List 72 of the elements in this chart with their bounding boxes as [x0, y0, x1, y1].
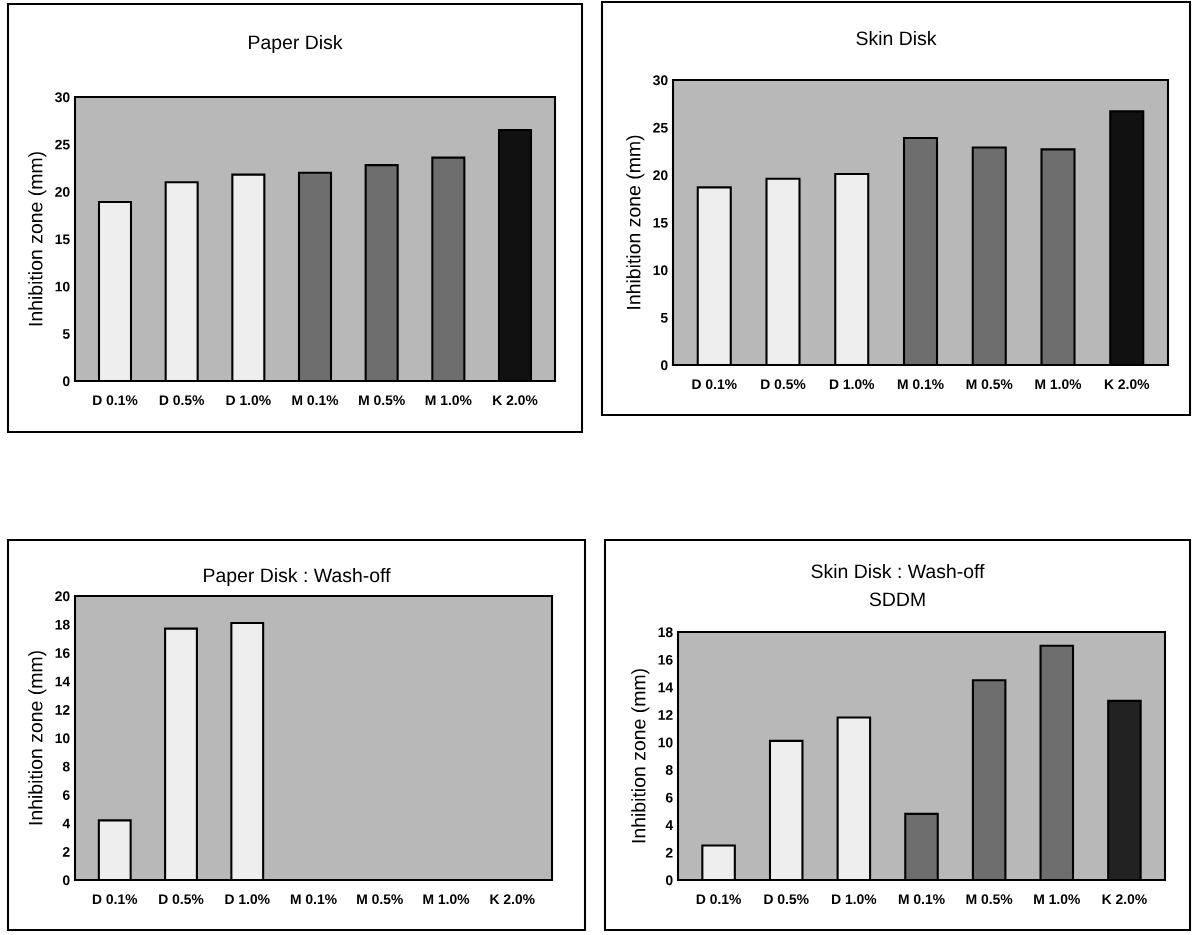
- x-tick-label: D 0.5%: [764, 894, 809, 905]
- y-tick-label: 18: [55, 619, 70, 630]
- x-tick-label: K 2.0%: [1102, 894, 1147, 905]
- x-tick-label: K 2.0%: [493, 395, 538, 406]
- chart-subtitle: SDDM: [869, 592, 925, 607]
- x-tick-label: D 0.1%: [93, 395, 138, 406]
- x-tick-label: D 1.0%: [226, 395, 271, 406]
- x-tick-label: M 0.1%: [290, 894, 337, 905]
- y-tick-label: 14: [55, 676, 71, 687]
- y-tick-label: 4: [665, 820, 674, 830]
- x-tick-label: M 1.0%: [423, 894, 470, 905]
- x-tick-label: M 0.5%: [357, 894, 403, 905]
- y-axis-title: Inhibition zone (mm): [28, 651, 47, 825]
- x-tick-label: M 0.1%: [898, 894, 945, 905]
- y-tick-label: 20: [55, 591, 70, 602]
- y-tick-label: 25: [55, 139, 70, 150]
- y-tick-label: 16: [55, 648, 70, 658]
- y-tick-label: 18: [658, 627, 673, 638]
- y-axis-title: Inhibition zone (mm): [626, 135, 645, 309]
- chart-title: Skin Disk: [856, 30, 937, 46]
- x-tick-label: D 0.1%: [696, 894, 741, 905]
- x-tick-label: D 0.5%: [761, 379, 806, 390]
- x-tick-label: D 0.1%: [692, 379, 737, 390]
- y-tick-label: 15: [55, 234, 70, 245]
- x-tick-label: K 2.0%: [490, 894, 535, 905]
- x-tick-label: D 1.0%: [829, 379, 875, 390]
- y-tick-label: 0: [62, 875, 70, 886]
- x-tick-label: D 1.0%: [225, 894, 270, 905]
- y-tick-label: 15: [653, 217, 668, 228]
- y-axis-title: Inhibition zone (mm): [28, 152, 47, 326]
- y-tick-label: 30: [55, 92, 70, 103]
- x-tick-label: M 0.5%: [359, 395, 405, 406]
- y-tick-label: 0: [660, 360, 668, 371]
- y-tick-label: 12: [55, 704, 70, 715]
- y-tick-label: 0: [665, 875, 673, 886]
- x-tick-label: M 0.1%: [897, 379, 944, 390]
- y-axis-title: Inhibition zone (mm): [631, 669, 650, 843]
- y-tick-label: 10: [55, 281, 70, 292]
- y-tick-label: 5: [660, 312, 668, 323]
- x-tick-label: M 1.0%: [1035, 379, 1082, 390]
- y-tick-label: 2: [62, 846, 70, 857]
- y-tick-label: 0: [62, 376, 70, 387]
- y-tick-label: 14: [658, 682, 674, 693]
- y-tick-label: 8: [62, 761, 70, 772]
- y-tick-label: 5: [62, 329, 70, 339]
- x-tick-label: D 0.1%: [92, 894, 138, 905]
- x-tick-label: M 0.1%: [292, 395, 339, 406]
- y-tick-label: 16: [658, 654, 673, 665]
- x-tick-label: K 2.0%: [1104, 379, 1150, 390]
- x-tick-label: D 0.5%: [159, 395, 205, 406]
- y-tick-label: 6: [62, 790, 70, 800]
- x-tick-label: D 1.0%: [832, 894, 877, 905]
- x-tick-label: M 1.0%: [1034, 894, 1080, 905]
- y-tick-label: 20: [55, 187, 70, 197]
- chart-title: Paper Disk: [249, 34, 343, 54]
- x-tick-label: D 0.5%: [159, 894, 204, 905]
- y-tick-label: 25: [653, 122, 668, 133]
- y-tick-label: 10: [55, 733, 70, 744]
- y-tick-label: 30: [653, 75, 668, 86]
- y-tick-label: 12: [658, 710, 673, 720]
- x-tick-label: M 1.0%: [425, 395, 472, 406]
- y-tick-label: 4: [62, 818, 71, 829]
- y-tick-label: 2: [665, 847, 673, 858]
- chart-title: Skin Disk : Wash-off: [811, 563, 985, 579]
- y-tick-label: 10: [653, 265, 668, 276]
- y-tick-label: 8: [665, 765, 673, 775]
- x-tick-label: M 0.5%: [966, 379, 1013, 390]
- y-tick-label: 6: [665, 792, 673, 803]
- chart-title: Paper Disk : Wash-off: [204, 567, 391, 587]
- y-tick-label: 20: [653, 170, 668, 181]
- x-tick-label: M 0.5%: [966, 894, 1013, 905]
- y-tick-label: 10: [658, 737, 673, 748]
